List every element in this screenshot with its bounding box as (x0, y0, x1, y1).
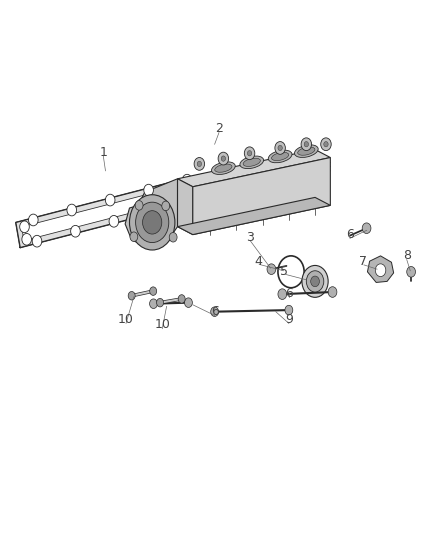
Circle shape (278, 146, 283, 151)
Text: 5: 5 (280, 265, 289, 278)
Circle shape (311, 276, 319, 287)
Ellipse shape (215, 164, 232, 172)
Circle shape (267, 264, 276, 274)
Circle shape (143, 211, 162, 234)
Circle shape (162, 201, 170, 211)
Circle shape (324, 142, 328, 147)
Polygon shape (177, 197, 330, 235)
Text: 6: 6 (346, 228, 354, 241)
Circle shape (144, 184, 153, 196)
Circle shape (285, 305, 293, 315)
Circle shape (197, 161, 201, 166)
Circle shape (184, 298, 192, 308)
Circle shape (211, 307, 219, 317)
Circle shape (178, 295, 185, 303)
Text: 6: 6 (285, 287, 293, 300)
Circle shape (218, 152, 229, 165)
Circle shape (278, 289, 287, 300)
Polygon shape (125, 179, 177, 248)
Text: 10: 10 (117, 313, 133, 326)
Circle shape (275, 142, 286, 155)
Circle shape (194, 158, 205, 170)
Ellipse shape (298, 147, 315, 155)
Circle shape (247, 151, 252, 156)
Text: 3: 3 (246, 231, 254, 244)
Circle shape (150, 287, 157, 295)
Polygon shape (177, 179, 193, 235)
Polygon shape (193, 158, 330, 235)
Circle shape (150, 299, 157, 309)
Text: 9: 9 (285, 313, 293, 326)
Circle shape (182, 174, 192, 186)
Circle shape (28, 214, 38, 226)
Circle shape (193, 176, 202, 188)
Polygon shape (16, 174, 208, 247)
Text: 2: 2 (215, 122, 223, 135)
Circle shape (186, 196, 195, 207)
Circle shape (106, 194, 115, 206)
Circle shape (301, 138, 311, 151)
Circle shape (32, 236, 42, 247)
Circle shape (375, 264, 386, 277)
Circle shape (135, 200, 143, 210)
Text: 6: 6 (211, 305, 219, 318)
Ellipse shape (240, 156, 264, 168)
Ellipse shape (212, 162, 235, 174)
Ellipse shape (272, 152, 289, 160)
Circle shape (169, 232, 177, 242)
Circle shape (148, 206, 157, 217)
Circle shape (128, 292, 135, 300)
Text: 1: 1 (99, 146, 107, 159)
Polygon shape (177, 150, 330, 187)
Circle shape (221, 156, 226, 161)
Text: 10: 10 (154, 319, 170, 332)
Text: 4: 4 (254, 255, 262, 268)
Circle shape (130, 195, 175, 250)
Circle shape (109, 215, 119, 227)
Circle shape (136, 202, 169, 243)
Circle shape (71, 225, 80, 237)
Circle shape (328, 287, 337, 297)
Circle shape (304, 142, 308, 147)
Polygon shape (21, 181, 202, 240)
Circle shape (156, 298, 163, 307)
Text: 8: 8 (403, 249, 411, 262)
Circle shape (20, 221, 29, 233)
Circle shape (244, 147, 255, 160)
Circle shape (67, 204, 77, 216)
Circle shape (362, 223, 371, 233)
Ellipse shape (243, 158, 260, 166)
Circle shape (302, 265, 328, 297)
Circle shape (321, 138, 331, 151)
Circle shape (195, 189, 205, 200)
Polygon shape (367, 256, 394, 282)
Circle shape (306, 271, 324, 292)
Circle shape (22, 233, 32, 245)
Text: 7: 7 (359, 255, 367, 268)
Circle shape (130, 232, 138, 241)
Ellipse shape (294, 145, 318, 157)
Circle shape (407, 266, 416, 277)
Ellipse shape (268, 150, 292, 163)
